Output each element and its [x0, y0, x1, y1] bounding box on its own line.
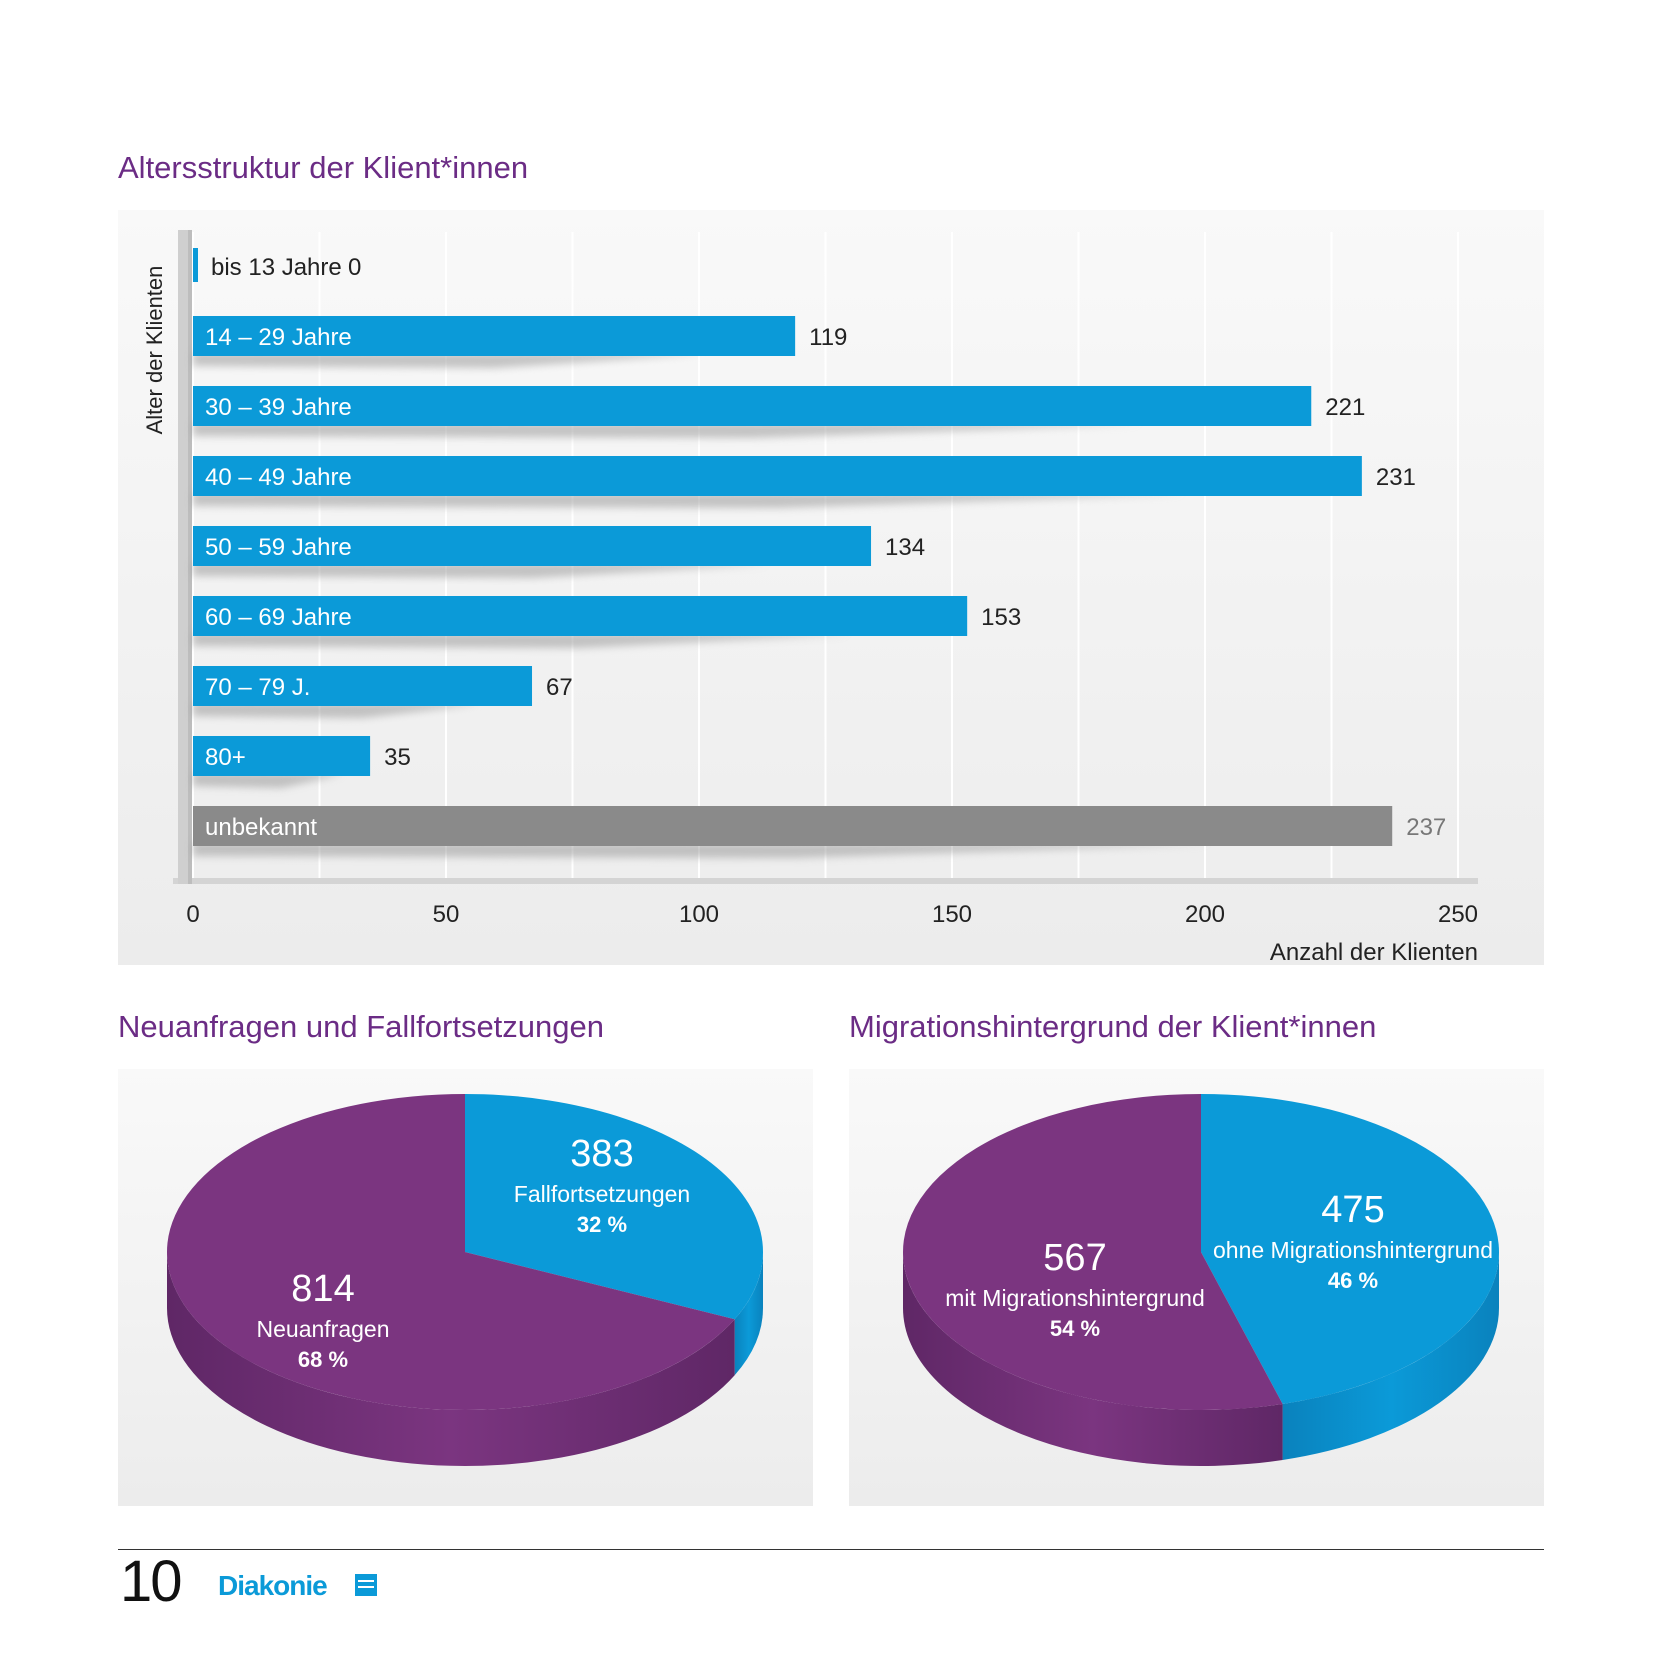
pie-percent-label: 68 % — [298, 1347, 348, 1372]
bar-category-label: 50 – 59 Jahre — [205, 534, 352, 561]
bar-value-label: 0 — [348, 254, 361, 281]
bar-category-label: 14 – 29 Jahre — [205, 324, 352, 351]
bar-category-label: bis 13 Jahre — [211, 254, 342, 281]
pie-value-label: 814 — [291, 1268, 354, 1310]
x-tick-label: 150 — [932, 901, 972, 928]
bar — [193, 736, 371, 776]
pie-percent-label: 54 % — [1050, 1316, 1100, 1341]
pie-category-label: Neuanfragen — [257, 1316, 390, 1342]
bar-chart-panel: Alter der Klienten bis 13 Jahre 0 14 – 29 J… — [118, 210, 1544, 966]
pie-chart-2-panel: 475 ohne Migrationshintergrund 46 % 567 mit … — [849, 1069, 1544, 1506]
x-axis-line — [173, 878, 1478, 884]
bar-category-label: unbekannt — [205, 814, 317, 841]
y-axis-wall-edge — [188, 230, 192, 884]
bar-category-label: 60 – 69 Jahre — [205, 604, 352, 631]
pie-chart-1-title: Neuanfragen und Fallfortsetzungen — [118, 1009, 604, 1044]
bar-value-label: 231 — [1376, 464, 1416, 491]
bar-value-label: 67 — [546, 674, 573, 701]
x-tick-label: 0 — [186, 901, 199, 928]
page-number: 10 — [120, 1549, 182, 1614]
bar — [193, 806, 1393, 846]
x-axis-label: Anzahl der Klienten — [1270, 939, 1478, 965]
pie-value-label: 383 — [570, 1133, 633, 1175]
pie-chart-2-title: Migrationshintergrund der Klient*innen — [849, 1009, 1377, 1044]
bar-value-label: 237 — [1406, 814, 1446, 841]
x-tick-label: 250 — [1438, 901, 1478, 928]
y-axis-wall — [178, 230, 188, 884]
bar-category-label: 40 – 49 Jahre — [205, 464, 352, 491]
pie-slice-side — [734, 1252, 763, 1376]
pie-chart-1-panel: 383 Fallfortsetzungen 32 % 814 Neuanfragen 68… — [118, 1069, 813, 1506]
pie-slice-side — [903, 1252, 1283, 1466]
pie-chart-1: 383 Fallfortsetzungen 32 % 814 Neuanfragen 68… — [167, 1094, 763, 1466]
pie-category-label: ohne Migrationshintergrund — [1213, 1237, 1493, 1263]
bar-value-label: 134 — [885, 534, 925, 561]
pie-percent-label: 32 % — [577, 1212, 627, 1237]
x-tick-label: 100 — [679, 901, 719, 928]
bar-value-label: 153 — [981, 604, 1021, 631]
bar-value-label: 221 — [1325, 394, 1365, 421]
bar-value-label: 119 — [809, 324, 847, 351]
x-tick-label: 200 — [1185, 901, 1225, 928]
pie-slice — [167, 1094, 735, 1410]
bar — [193, 526, 872, 566]
brand-logo-text: Diakonie — [218, 1570, 328, 1601]
pie-percent-label: 46 % — [1328, 1268, 1378, 1293]
pie-category-label: Fallfortsetzungen — [514, 1181, 690, 1207]
pie-slice — [903, 1094, 1283, 1410]
footer-divider — [118, 1549, 1544, 1550]
pie-value-label: 567 — [1043, 1237, 1106, 1279]
bar-category-label: 80+ — [205, 744, 246, 771]
x-tick-label: 50 — [433, 901, 460, 928]
bar — [193, 386, 1312, 426]
y-axis-label: Alter der Klienten — [142, 266, 167, 435]
bar — [193, 456, 1362, 496]
bar-chart-title: Altersstruktur der Klient*innen — [118, 150, 529, 185]
pie-slice — [1201, 1094, 1500, 1404]
pie-slice — [465, 1094, 763, 1320]
brand-logo-icon — [355, 1574, 377, 1596]
bar-chart: Alter der Klienten bis 13 Jahre 014 – 29 J… — [142, 230, 1478, 966]
pie-slice-side — [167, 1252, 735, 1466]
pie-chart-2: 475 ohne Migrationshintergrund 46 % 567 mit … — [903, 1094, 1500, 1466]
bar-value-label: 35 — [384, 744, 411, 771]
pie-category-label: mit Migrationshintergrund — [945, 1285, 1205, 1311]
pie-slice-side — [1282, 1252, 1499, 1460]
bar-category-label: 30 – 39 Jahre — [205, 394, 352, 421]
bar — [193, 596, 968, 636]
pie-value-label: 475 — [1321, 1189, 1384, 1231]
bar — [193, 666, 533, 706]
bar — [193, 316, 796, 356]
bar-category-label: 70 – 79 J. — [205, 674, 310, 701]
bar — [193, 248, 198, 282]
